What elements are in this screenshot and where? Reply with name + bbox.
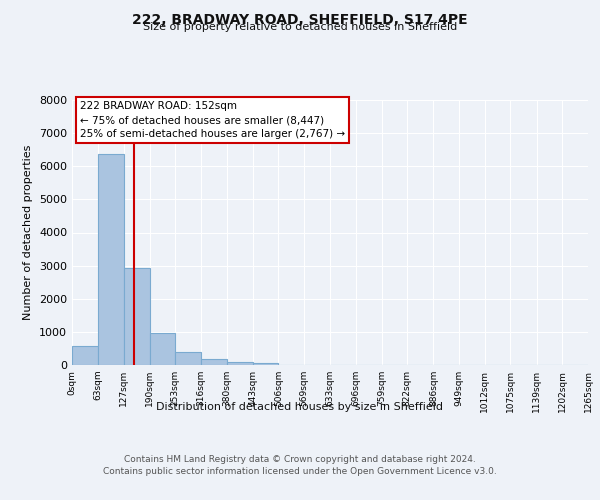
Text: Distribution of detached houses by size in Sheffield: Distribution of detached houses by size … (157, 402, 443, 412)
Bar (98, 154, 124, 365)
Text: Contains public sector information licensed under the Open Government Licence v3: Contains public sector information licen… (103, 467, 497, 476)
Bar (227, 362, 253, 365)
Bar (72, 346, 98, 365)
Y-axis label: Number of detached properties: Number of detached properties (23, 145, 34, 320)
Bar (124, 268, 149, 365)
Text: Contains HM Land Registry data © Crown copyright and database right 2024.: Contains HM Land Registry data © Crown c… (124, 455, 476, 464)
Text: 222 BRADWAY ROAD: 152sqm
← 75% of detached houses are smaller (8,447)
25% of sem: 222 BRADWAY ROAD: 152sqm ← 75% of detach… (80, 102, 345, 140)
Bar (175, 352, 201, 365)
Bar (253, 363, 278, 365)
Bar (201, 360, 227, 365)
Bar (149, 332, 175, 365)
Text: Size of property relative to detached houses in Sheffield: Size of property relative to detached ho… (143, 22, 457, 32)
Text: 222, BRADWAY ROAD, SHEFFIELD, S17 4PE: 222, BRADWAY ROAD, SHEFFIELD, S17 4PE (132, 12, 468, 26)
